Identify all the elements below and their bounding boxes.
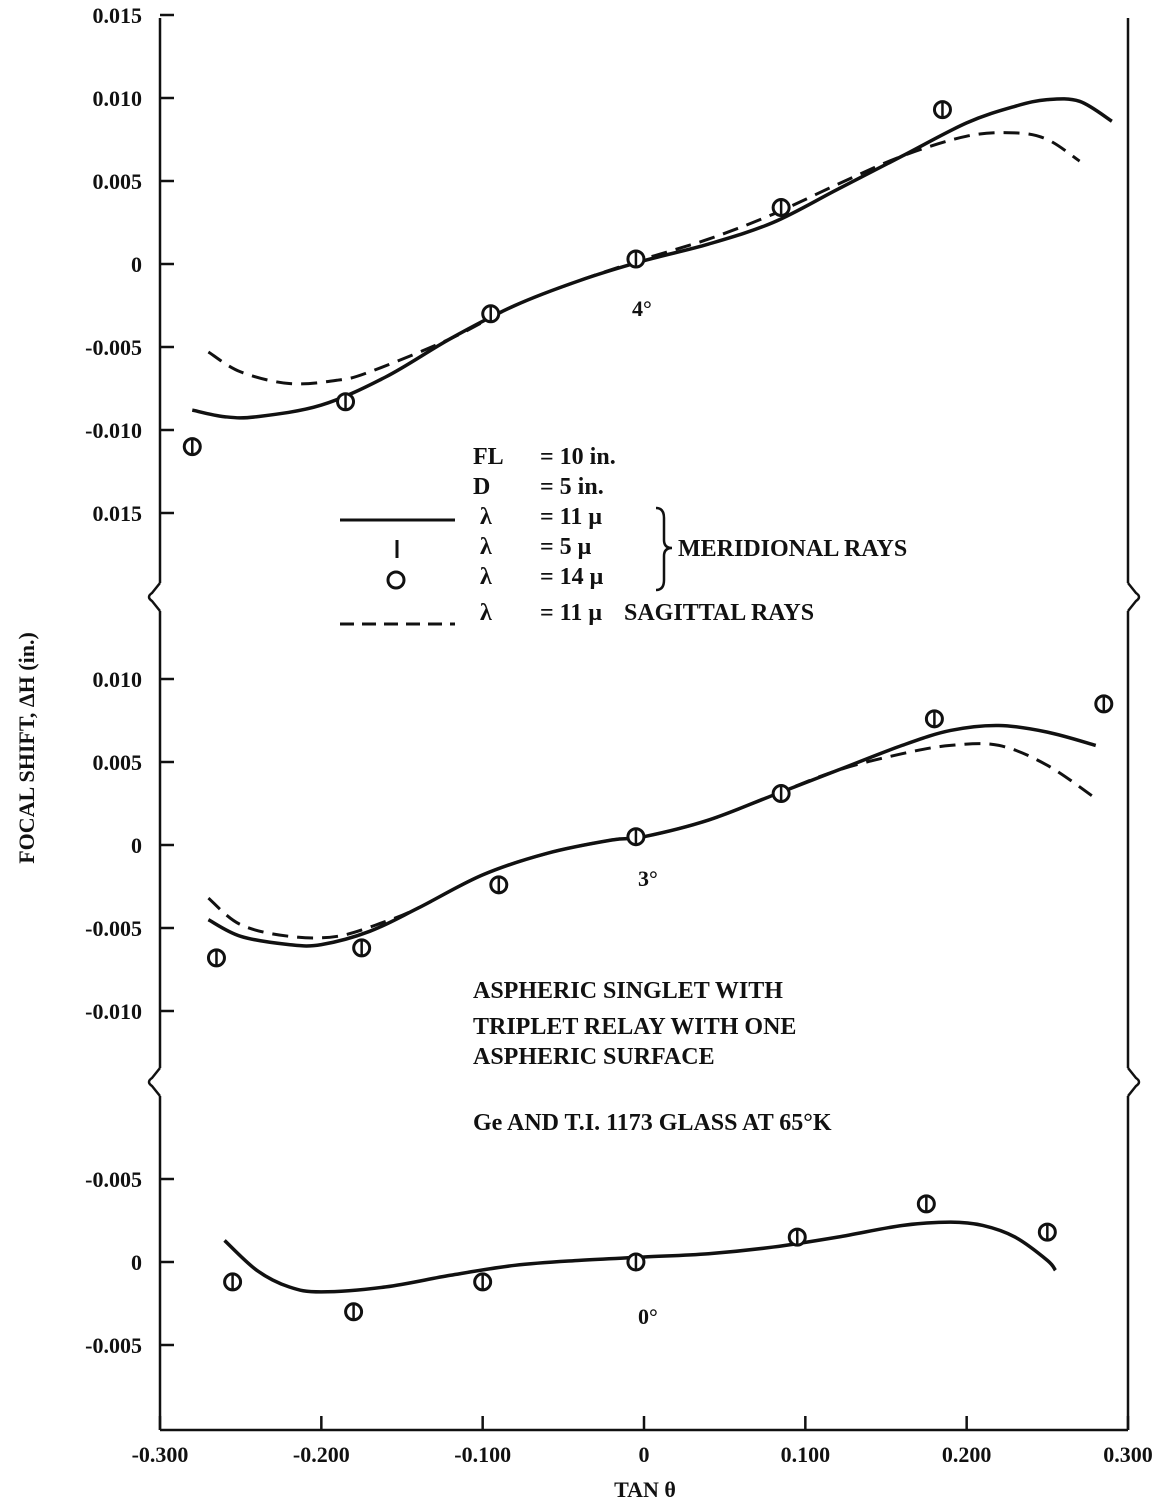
annotation-glass: Ge AND T.I. 1173 GLASS AT 65°K [473, 1110, 832, 1136]
x-tick-label-0: -0.300 [132, 1442, 189, 1467]
left-axis-break-0 [147, 582, 161, 612]
x-tick-label-3: 0 [639, 1442, 650, 1467]
data-marker-p2-3 [626, 1252, 646, 1272]
data-marker-p1-4 [771, 784, 791, 804]
legend-value-1: = 11 μ [540, 504, 602, 530]
legend-fl-value: = 10 in. [540, 444, 616, 470]
data-marker-p0-4 [771, 198, 791, 218]
y-tick-label-p0-1: 0.010 [93, 86, 143, 111]
angle-label-0deg: 0° [638, 1304, 658, 1329]
x-axis-title: TAN θ [614, 1477, 676, 1502]
annotation: ASPHERIC SINGLET WITH TRIPLET RELAY WITH… [473, 978, 832, 1136]
y-tick-label-p1-1: 0.005 [93, 750, 143, 775]
meridional-11um-line-p0 [191, 97, 1113, 420]
data-marker-p0-2 [481, 304, 501, 324]
x-tick-label-6: 0.300 [1103, 1442, 1153, 1467]
y-tick-label-p1-4: -0.010 [85, 999, 142, 1024]
y-tick-label-p0-4: -0.005 [85, 335, 142, 360]
data-marker-p1-5 [924, 709, 944, 729]
y-tick-label-p0-6: 0.015 [93, 501, 143, 526]
data-marker-p1-1 [352, 938, 372, 958]
legend-lambda-4: λ [480, 600, 492, 626]
sagittal-11um-line-p0 [207, 131, 1081, 386]
x-tick-label-2: -0.100 [454, 1442, 511, 1467]
data-marker-p0-3 [626, 249, 646, 269]
meridional-11um-line-p2 [223, 1220, 1057, 1294]
legend-brace [655, 506, 673, 592]
annotation-line-2: TRIPLET RELAY WITH ONE [473, 1014, 796, 1040]
y-tick-label-p2-2: -0.005 [85, 1333, 142, 1358]
data-marker-p0-0 [182, 437, 202, 457]
right-axis-break-1 [1127, 1067, 1141, 1097]
x-tick-label-1: -0.200 [293, 1442, 350, 1467]
legend-lambda-1: λ [480, 504, 492, 530]
left-axis-break-1 [147, 1067, 161, 1097]
legend-value-4: = 11 μ [540, 600, 602, 626]
sagittal-11um-line-p1 [207, 742, 1097, 940]
data-marker-p2-5 [916, 1194, 936, 1214]
annotation-line-1: ASPHERIC SINGLET WITH [473, 978, 783, 1004]
data-marker-p2-6 [1037, 1222, 1057, 1242]
x-tick-label-5: 0.200 [942, 1442, 992, 1467]
legend-lambda-3: λ [480, 564, 492, 590]
legend-value-3: = 14 μ [540, 564, 604, 590]
data-marker-p1-0 [206, 948, 226, 968]
meridional-11um-line-p1 [207, 723, 1097, 948]
y-tick-label-p1-3: -0.005 [85, 916, 142, 941]
legend-d-label: D [473, 474, 490, 500]
data-marker-p2-0 [223, 1272, 243, 1292]
y-tick-label-p0-2: 0.005 [93, 169, 143, 194]
y-tick-label-p0-5: -0.010 [85, 418, 142, 443]
y-tick-label-p0-3: 0 [131, 252, 142, 277]
data-marker-p2-1 [344, 1302, 364, 1322]
annotation-line-3: ASPHERIC SURFACE [473, 1044, 715, 1070]
angle-label-3deg: 3° [638, 866, 658, 891]
y-axis-title: FOCAL SHIFT, ΔH (in.) [14, 632, 39, 864]
x-axis-ticks: -0.300 -0.200 -0.100 0 0.100 0.200 0.300 [132, 1416, 1153, 1467]
legend: FL = 10 in. D = 5 in. λ = 11 μ λ = 5 μ λ… [340, 444, 907, 626]
y-tick-label-p1-0: 0.010 [93, 667, 143, 692]
y-tick-label-p0-0: 0.015 [93, 3, 143, 28]
y-tick-label-p1-2: 0 [131, 833, 142, 858]
y-tick-label-p2-0: -0.005 [85, 1167, 142, 1192]
data-marker-p0-5 [932, 100, 952, 120]
data-markers [182, 100, 1114, 1322]
legend-sagittal-label: SAGITTAL RAYS [624, 600, 814, 626]
data-marker-p1-2 [489, 875, 509, 895]
data-marker-p2-2 [473, 1272, 493, 1292]
y-axis-ticks: 0.015 0.010 0.005 0 -0.005 -0.010 0.015 0.010 0.… [85, 3, 174, 1358]
legend-meridional-label: MERIDIONAL RAYS [678, 536, 907, 562]
data-marker-p1-6 [1094, 694, 1114, 714]
legend-circle-symbol [386, 570, 406, 590]
data-marker-p2-4 [787, 1227, 807, 1247]
legend-lambda-2: λ [480, 534, 492, 560]
y-tick-label-p2-1: 0 [131, 1250, 142, 1275]
data-marker-p0-1 [336, 392, 356, 412]
right-axis-break-0 [1127, 582, 1141, 612]
data-marker-p1-3 [626, 827, 646, 847]
legend-value-2: = 5 μ [540, 534, 592, 560]
legend-fl-label: FL [473, 444, 504, 470]
x-tick-label-4: 0.100 [781, 1442, 831, 1467]
angle-label-4deg: 4° [632, 296, 652, 321]
legend-d-value: = 5 in. [540, 474, 604, 500]
